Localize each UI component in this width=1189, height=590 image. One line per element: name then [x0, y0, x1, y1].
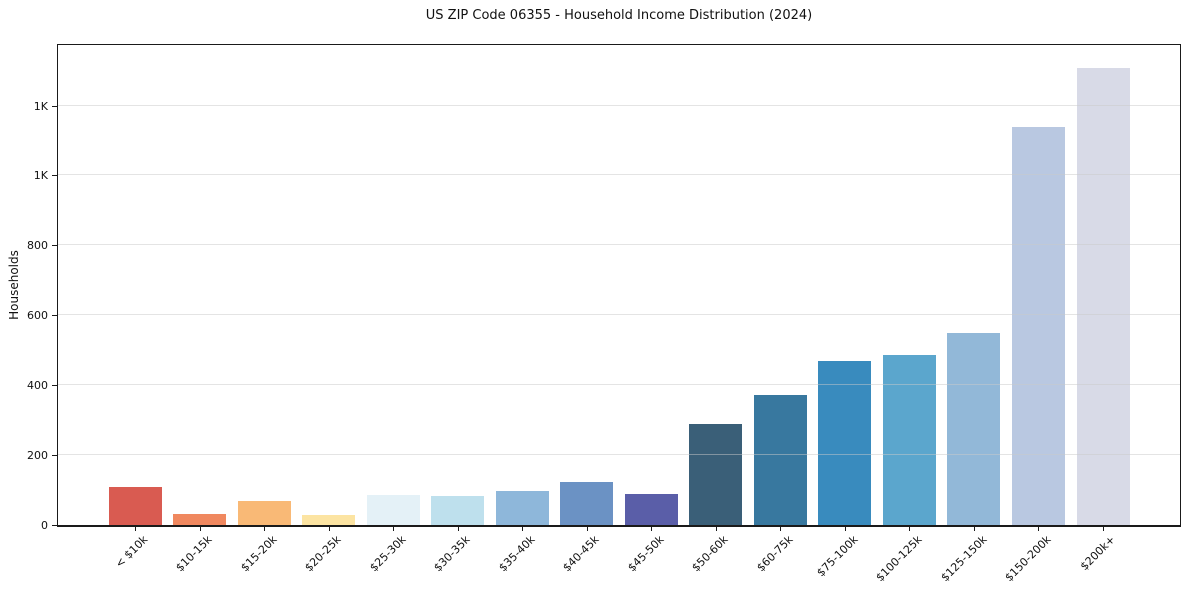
x-tick-label: $75-100k: [813, 533, 861, 580]
x-tick-label: $20-25k: [302, 533, 344, 575]
x-tick-label: < $10k: [112, 533, 151, 571]
y-tick-label: 200: [27, 449, 48, 463]
bar-$15-20k: [237, 500, 291, 525]
x-tick: [973, 527, 975, 531]
bar-$45-50k: [624, 493, 678, 525]
gridline: [58, 454, 1180, 456]
gridline: [58, 244, 1180, 246]
gridline: [58, 384, 1180, 386]
x-tick-label: $10-15k: [173, 533, 215, 575]
bar-$150-200k: [1011, 126, 1065, 525]
bar-$200k+: [1076, 68, 1130, 525]
x-tick-label: $40-45k: [560, 533, 602, 575]
x-tick: [586, 527, 588, 531]
x-tick: [328, 527, 330, 531]
y-tick-label: 600: [27, 309, 48, 323]
x-tick-label: $35-40k: [496, 533, 538, 575]
bar-$30-35k: [431, 496, 485, 525]
x-tick-label: $45-50k: [625, 533, 667, 575]
plot-area: [58, 44, 1180, 525]
chart-title: US ZIP Code 06355 - Household Income Dis…: [425, 8, 813, 23]
bar-$60-75k: [753, 395, 807, 525]
y-tick-label: 800: [27, 239, 48, 253]
bar-$100-125k: [882, 354, 936, 525]
gridline: [58, 174, 1180, 176]
x-tick: [522, 527, 524, 531]
x-tick: [715, 527, 717, 531]
bottom-spine: [57, 525, 1181, 527]
bar-$75-100k: [818, 361, 872, 525]
y-tick: [52, 315, 57, 317]
x-tick: [1038, 527, 1040, 531]
y-tick-label: 1K: [33, 99, 48, 113]
x-tick: [457, 527, 459, 531]
bar-$50-60k: [689, 424, 743, 525]
bar-$35-40k: [495, 491, 549, 525]
bar-$10-15k: [173, 513, 227, 525]
y-tick-label: 400: [27, 379, 48, 393]
y-tick: [52, 175, 57, 177]
x-tick: [909, 527, 911, 531]
bar-< $10k: [108, 486, 162, 525]
y-tick: [52, 105, 57, 107]
x-tick-label: $25-30k: [367, 533, 409, 575]
bar-$40-45k: [560, 482, 614, 525]
x-tick: [393, 527, 395, 531]
x-tick: [264, 527, 266, 531]
x-tick-label: $15-20k: [238, 533, 280, 575]
y-tick: [52, 525, 57, 526]
x-tick: [1103, 527, 1104, 531]
x-tick-label: $200k+: [1078, 533, 1119, 574]
x-tick-label: $125-150k: [937, 533, 990, 585]
top-spine: [57, 44, 1181, 45]
gridline: [58, 104, 1180, 106]
y-tick: [52, 245, 57, 247]
bar-$20-25k: [302, 514, 356, 525]
y-tick: [52, 385, 57, 387]
right-spine: [1180, 44, 1181, 526]
x-tick-label: $100-125k: [873, 533, 925, 585]
y-tick-label: 0: [41, 519, 48, 532]
left-spine: [57, 44, 58, 526]
x-tick-label: $60-75k: [754, 533, 796, 575]
x-tick-label: $30-35k: [431, 533, 473, 575]
x-tick: [199, 527, 201, 531]
x-tick: [844, 527, 846, 531]
x-tick: [651, 527, 653, 531]
bar-$25-30k: [366, 494, 420, 525]
x-tick: [780, 527, 782, 531]
bar-$125-150k: [947, 333, 1001, 525]
y-tick: [52, 455, 57, 457]
y-tick-label: 1K: [33, 169, 48, 183]
gridline: [58, 314, 1180, 316]
x-tick-label: $150-200k: [1002, 533, 1054, 585]
x-tick-label: $50-60k: [689, 533, 732, 575]
x-tick: [135, 527, 136, 531]
